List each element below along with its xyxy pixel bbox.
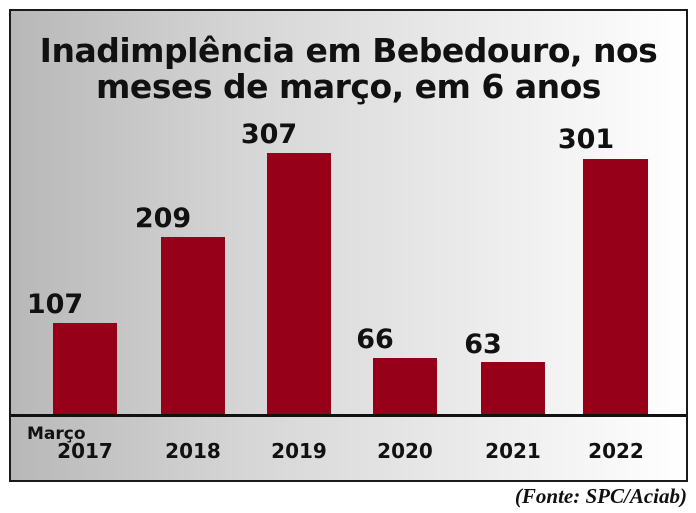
bar-2018: [161, 237, 225, 414]
bar-2019: [267, 153, 331, 414]
source-note: (Fonte: SPC/Aciab): [514, 484, 687, 508]
x-label-2022: 2022: [588, 439, 644, 463]
bar-2022: [583, 159, 648, 414]
axis-divider: [11, 414, 686, 417]
x-label-2018: 2018: [165, 439, 221, 463]
chart-frame: Inadimplência em Bebedouro, nos meses de…: [9, 9, 688, 482]
axis-prefix-label: Março: [27, 424, 86, 444]
bar-2021: [481, 362, 545, 414]
chart-title: Inadimplência em Bebedouro, nos meses de…: [11, 33, 686, 105]
x-label-2017: 2017: [57, 439, 113, 463]
bar-value-2021: 63: [464, 329, 502, 360]
bar-value-2017: 107: [26, 289, 84, 320]
bar-2020: [373, 358, 437, 414]
title-line-1: Inadimplência em Bebedouro, nos: [39, 31, 658, 70]
bar-value-2020: 66: [356, 324, 394, 355]
x-label-2021: 2021: [485, 439, 541, 463]
bar-value-2019: 307: [240, 119, 298, 150]
title-line-2: meses de março, em 6 anos: [96, 67, 601, 106]
bar-value-2022: 301: [557, 124, 615, 155]
bar-value-2018: 209: [134, 203, 192, 234]
x-label-2019: 2019: [271, 439, 327, 463]
bar-2017: [53, 323, 117, 414]
x-label-2020: 2020: [377, 439, 433, 463]
